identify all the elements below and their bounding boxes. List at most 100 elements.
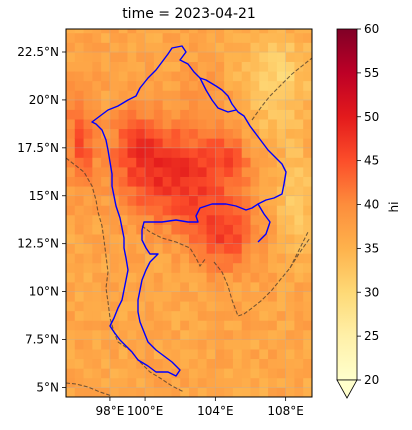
country-outline-path [91, 45, 287, 377]
heat-cell [232, 339, 243, 350]
heat-cell [241, 42, 251, 53]
heat-cell [294, 205, 304, 216]
heat-cell [83, 128, 93, 139]
heat-cell [136, 387, 146, 397]
heat-cell [250, 262, 260, 273]
heat-cell [66, 301, 76, 312]
heat-cell [118, 147, 128, 158]
heat-cell [162, 99, 172, 110]
heat-cell [171, 195, 181, 206]
heat-cell [224, 138, 234, 149]
heat-cell [162, 80, 172, 91]
heat-cell [145, 329, 155, 340]
heat-cell [136, 205, 146, 216]
heat-cell [171, 282, 181, 292]
heat-cell [250, 243, 260, 254]
heat-cell [162, 320, 172, 331]
heat-cell [303, 320, 312, 331]
heat-cell [268, 262, 278, 273]
heat-cell [127, 243, 137, 254]
y-tick-label: 5°N [36, 380, 59, 394]
heat-cell [232, 224, 243, 235]
heat-cell [189, 310, 199, 321]
heat-cell [162, 128, 172, 139]
heat-cell [250, 253, 260, 264]
heat-cell [162, 29, 172, 34]
heat-cell [118, 224, 128, 235]
heat-cell [250, 52, 260, 62]
heat-cell [145, 262, 155, 273]
heat-cell [92, 176, 102, 187]
heat-cell [118, 329, 128, 340]
heat-cell [118, 80, 128, 91]
heat-cell [127, 52, 137, 62]
heat-cell [285, 157, 295, 168]
heat-cell [136, 301, 146, 312]
coastline-gulf [141, 225, 207, 268]
heat-cell [109, 119, 120, 130]
heat-cell [206, 358, 216, 369]
heat-cell [109, 272, 120, 283]
heat-cell [189, 291, 199, 302]
heat-cell [118, 128, 128, 139]
heat-cell [101, 157, 111, 168]
country-outline [91, 45, 287, 377]
heat-cell [66, 167, 76, 177]
heat-cell [224, 42, 234, 53]
heat-cell [250, 147, 260, 158]
heat-cell [74, 224, 84, 235]
heat-cell [189, 32, 199, 43]
heat-cell [153, 90, 164, 101]
heat-cell [162, 167, 172, 177]
heat-cell [268, 253, 278, 264]
heat-cell [118, 310, 128, 321]
heat-cell [276, 119, 287, 130]
heat-cell [259, 310, 269, 321]
heat-cell [127, 80, 137, 91]
heat-cell [285, 301, 295, 312]
heat-cell [197, 301, 207, 312]
heat-cell [118, 262, 128, 273]
heat-cell [232, 176, 243, 187]
heat-cell [259, 80, 269, 91]
heat-cell [268, 320, 278, 331]
heat-cell [83, 61, 93, 72]
heat-cell [285, 310, 295, 321]
heat-cell [153, 32, 164, 43]
heat-cell [145, 90, 155, 101]
heat-cell [153, 71, 164, 82]
heat-cell [250, 157, 260, 168]
heat-cell [232, 291, 243, 302]
heat-cell [162, 214, 172, 225]
heat-cell [232, 157, 243, 168]
heat-cell [118, 109, 128, 120]
heat-cell [92, 99, 102, 110]
heat-cell [74, 253, 84, 264]
heat-cell [127, 387, 137, 397]
heat-cell [136, 32, 146, 43]
heat-cell [118, 32, 128, 43]
heat-cell [180, 157, 190, 168]
heat-cell [197, 310, 207, 321]
heat-cell [268, 282, 278, 292]
heat-cell [206, 329, 216, 340]
heat-cell [197, 128, 207, 139]
heat-cell [66, 310, 76, 321]
heat-cell [215, 368, 225, 379]
heat-cell [224, 387, 234, 397]
heat-cell [66, 387, 76, 397]
heat-cell [232, 349, 243, 360]
heat-cell [303, 29, 312, 34]
heat-cell [162, 42, 172, 53]
heat-cell [303, 262, 312, 273]
heat-cell [162, 310, 172, 321]
heat-cell [162, 262, 172, 273]
heat-cell [276, 195, 287, 206]
heat-cell [101, 167, 111, 177]
colorbar-tick-label: 45 [364, 154, 379, 168]
heat-cell [153, 291, 164, 302]
heat-cell [101, 243, 111, 254]
heat-cell [294, 90, 304, 101]
heat-cell [74, 368, 84, 379]
heat-cell [162, 358, 172, 369]
